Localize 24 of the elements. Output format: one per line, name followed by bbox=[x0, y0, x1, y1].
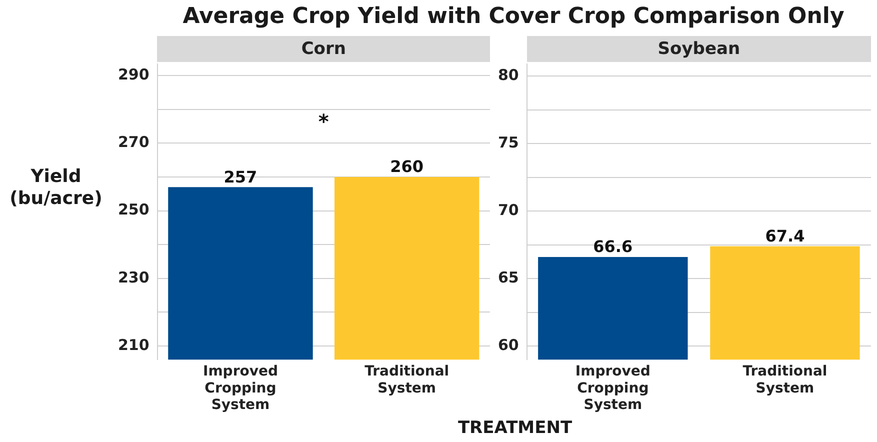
chart-subtitle: Corn bbox=[157, 36, 490, 62]
data-label: 67.4 bbox=[765, 226, 805, 246]
x-tick-label: Traditional System bbox=[364, 364, 450, 396]
x-axis-title: TREATMENT bbox=[456, 418, 574, 438]
y-tick-label: 70 bbox=[498, 201, 519, 220]
data-label: 66.6 bbox=[593, 237, 633, 256]
annotation: * bbox=[318, 109, 330, 134]
y-tick-label: 250 bbox=[118, 200, 150, 219]
chart-subtitle: Soybean bbox=[526, 36, 871, 62]
y-axis-title: Yield (bu/acre) bbox=[8, 166, 104, 210]
x-tick-label: Improved Cropping System bbox=[575, 364, 650, 414]
y-tick-label: 210 bbox=[118, 336, 150, 354]
y-tick-label: 60 bbox=[498, 336, 519, 354]
data-label: 260 bbox=[390, 157, 424, 176]
y-tick-label: 65 bbox=[498, 268, 519, 287]
chart-title: Average Crop Yield with Cover Crop Comparison Only bbox=[182, 4, 846, 29]
y-tick-label: 270 bbox=[118, 133, 150, 152]
y-tick-label: 230 bbox=[118, 268, 150, 286]
x-tick-label: Traditional System bbox=[742, 364, 828, 396]
data-label: 257 bbox=[224, 167, 258, 186]
y-tick-label: 80 bbox=[498, 66, 519, 84]
y-tick-label: 75 bbox=[498, 134, 519, 152]
y-tick-label: 290 bbox=[118, 65, 150, 84]
x-tick-label: Improved Cropping System bbox=[202, 364, 278, 414]
